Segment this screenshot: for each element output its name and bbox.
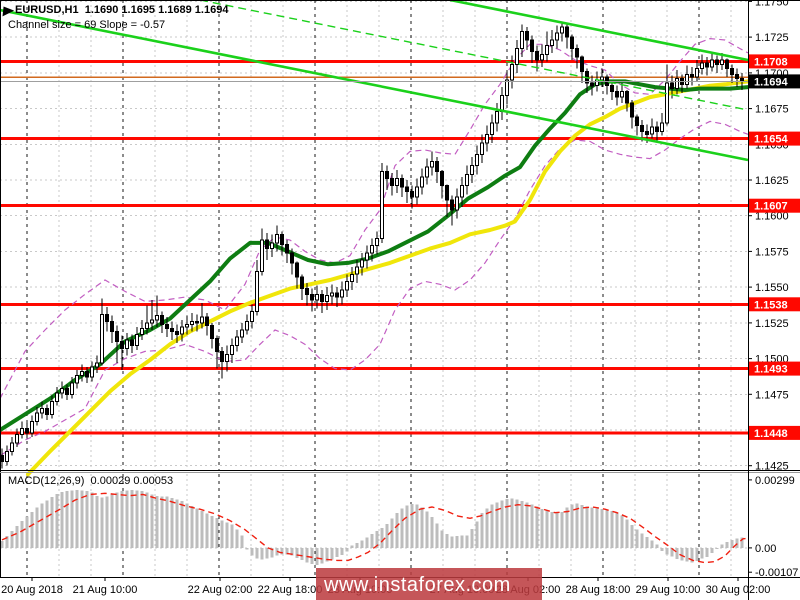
svg-text:1.1475: 1.1475: [755, 389, 789, 401]
svg-text:0.00299: 0.00299: [755, 475, 795, 487]
svg-text:1.1607: 1.1607: [754, 201, 788, 213]
symbol-marker-icon: [2, 6, 15, 18]
svg-text:1.1725: 1.1725: [755, 32, 789, 44]
svg-text:1.1425: 1.1425: [755, 461, 789, 473]
macd-values: 0.00029 0.00053: [90, 475, 174, 487]
svg-text:1.1625: 1.1625: [755, 175, 789, 187]
candlestick-series: [0, 21, 744, 469]
svg-text:1.1575: 1.1575: [755, 246, 789, 258]
svg-text:1.1694: 1.1694: [754, 76, 789, 88]
svg-text:1.1448: 1.1448: [754, 428, 788, 440]
moving-averages: [0, 79, 750, 477]
chart-title: EURUSD,H1 1.1690 1.1695 1.1689 1.1694: [15, 4, 228, 16]
svg-text:1.1525: 1.1525: [755, 318, 789, 330]
svg-text:1.1675: 1.1675: [755, 104, 789, 116]
support-resistance-lines[interactable]: [0, 59, 748, 435]
broker-watermark: www.instaforex.com: [316, 568, 542, 600]
svg-text:1.1654: 1.1654: [754, 134, 789, 146]
svg-text:21 Aug 10:00: 21 Aug 10:00: [73, 584, 138, 596]
macd-histogram: [0, 490, 744, 565]
svg-text:0.00: 0.00: [755, 543, 776, 555]
svg-text:1.1493: 1.1493: [754, 364, 788, 376]
svg-text:28 Aug 18:00: 28 Aug 18:00: [566, 584, 631, 596]
macd-indicator-label: MACD(12,26,9) 0.00029 0.00053: [8, 475, 173, 487]
symbol-timeframe: EURUSD,H1: [15, 4, 79, 16]
svg-text:22 Aug 18:00: 22 Aug 18:00: [258, 584, 323, 596]
svg-text:1.1538: 1.1538: [754, 299, 788, 311]
trend-channel-lines[interactable]: [0, 0, 749, 162]
svg-text:1.1600: 1.1600: [755, 211, 789, 223]
channel-info: Channel size = 69 Slope = -0.57: [8, 19, 166, 31]
svg-text:1.1550: 1.1550: [755, 282, 789, 294]
svg-text:1.1750: 1.1750: [755, 0, 789, 8]
svg-text:29 Aug 10:00: 29 Aug 10:00: [636, 584, 701, 596]
grid: [0, 0, 748, 577]
svg-text:1.1708: 1.1708: [754, 56, 788, 68]
macd-name: MACD(12,26,9): [8, 475, 85, 487]
ohlc-quote: 1.1690 1.1695 1.1689 1.1694: [84, 4, 229, 16]
svg-text:20 Aug 2018: 20 Aug 2018: [1, 584, 63, 596]
svg-text:-0.00107: -0.00107: [755, 567, 798, 579]
macd-signal-line: [1, 492, 749, 564]
svg-text:30 Aug 02:00: 30 Aug 02:00: [706, 584, 771, 596]
indicator-bands: [0, 37, 749, 457]
price-axis[interactable]: 1.17501.17251.17001.16751.16501.16251.16…: [748, 0, 800, 579]
svg-text:22 Aug 02:00: 22 Aug 02:00: [188, 584, 253, 596]
